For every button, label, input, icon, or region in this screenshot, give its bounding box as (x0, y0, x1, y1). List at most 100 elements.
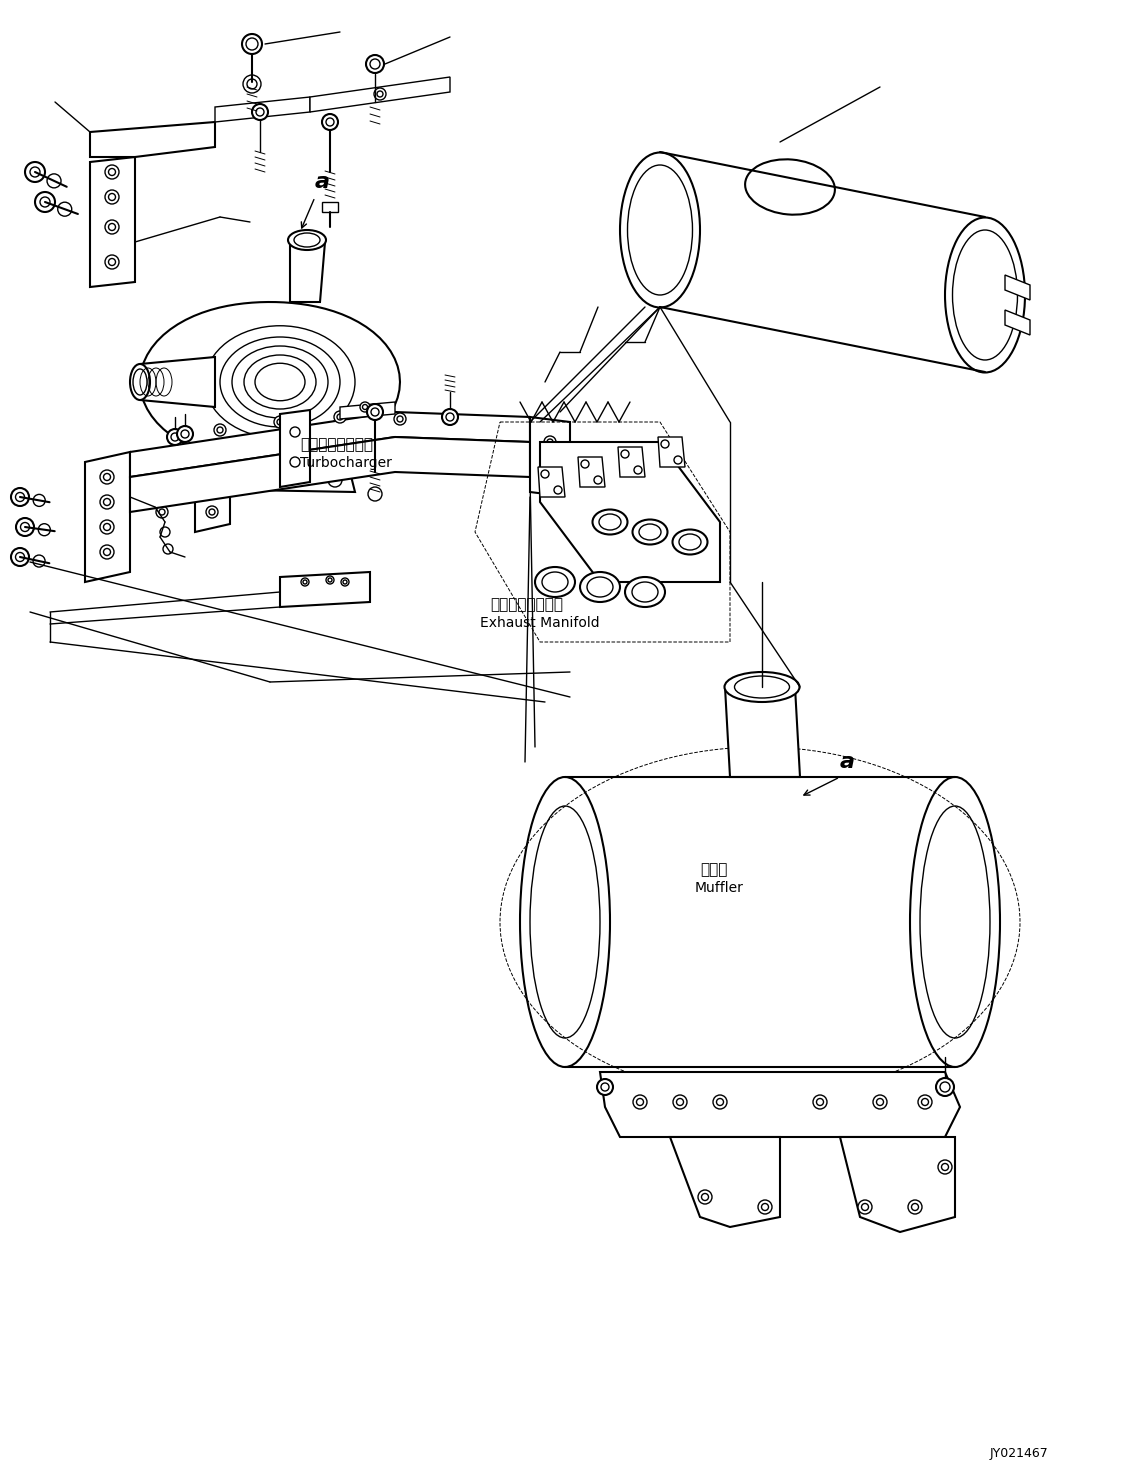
Ellipse shape (625, 576, 665, 608)
Ellipse shape (735, 676, 790, 698)
Ellipse shape (620, 153, 700, 307)
Circle shape (16, 492, 24, 501)
Circle shape (243, 76, 261, 93)
Circle shape (858, 1200, 872, 1214)
Circle shape (326, 119, 334, 126)
Polygon shape (215, 96, 310, 122)
Ellipse shape (288, 230, 326, 250)
Circle shape (290, 456, 299, 467)
Polygon shape (130, 412, 530, 477)
Circle shape (246, 39, 258, 50)
Circle shape (921, 1098, 928, 1106)
Text: JY021467: JY021467 (990, 1446, 1049, 1460)
Circle shape (942, 1163, 949, 1171)
Circle shape (21, 523, 30, 532)
Circle shape (251, 104, 267, 120)
Circle shape (248, 473, 262, 488)
Circle shape (816, 1098, 823, 1106)
Text: a: a (840, 751, 855, 772)
Circle shape (33, 495, 46, 507)
Circle shape (862, 1203, 869, 1211)
Ellipse shape (530, 806, 600, 1037)
Circle shape (547, 439, 553, 445)
Polygon shape (290, 242, 325, 302)
Circle shape (637, 1098, 644, 1106)
Text: 排気マニホールド: 排気マニホールド (490, 597, 563, 612)
Circle shape (877, 1098, 884, 1106)
Polygon shape (618, 448, 645, 477)
Circle shape (328, 578, 331, 582)
Circle shape (371, 408, 379, 416)
Circle shape (30, 167, 40, 176)
Polygon shape (840, 1137, 956, 1232)
Text: Exhaust Manifold: Exhaust Manifold (480, 617, 600, 630)
Circle shape (242, 34, 262, 53)
Circle shape (634, 465, 642, 474)
Circle shape (554, 486, 562, 494)
Ellipse shape (535, 568, 575, 597)
Circle shape (322, 114, 338, 130)
Polygon shape (578, 456, 605, 488)
Circle shape (104, 523, 111, 531)
Ellipse shape (632, 582, 658, 602)
Circle shape (159, 508, 165, 516)
Circle shape (337, 413, 343, 419)
Ellipse shape (632, 520, 668, 544)
Circle shape (621, 451, 629, 458)
Circle shape (374, 87, 386, 99)
Circle shape (633, 1095, 647, 1109)
Circle shape (698, 1190, 712, 1203)
Ellipse shape (910, 777, 1000, 1067)
Ellipse shape (725, 671, 799, 702)
Circle shape (446, 413, 454, 421)
Polygon shape (310, 77, 450, 113)
Circle shape (368, 488, 382, 501)
Ellipse shape (679, 534, 701, 550)
Polygon shape (240, 471, 355, 492)
Circle shape (813, 1095, 828, 1109)
Ellipse shape (599, 514, 621, 531)
Circle shape (109, 194, 115, 200)
Circle shape (377, 90, 383, 96)
Circle shape (938, 1160, 952, 1174)
Ellipse shape (294, 233, 320, 247)
Circle shape (105, 255, 119, 270)
Polygon shape (670, 1137, 780, 1227)
Ellipse shape (542, 572, 568, 591)
Ellipse shape (639, 525, 661, 539)
Ellipse shape (945, 218, 1025, 372)
Circle shape (594, 476, 602, 485)
Ellipse shape (588, 576, 613, 597)
Polygon shape (600, 1071, 960, 1137)
Circle shape (367, 405, 383, 419)
Circle shape (661, 440, 669, 448)
Text: Muffler: Muffler (695, 880, 744, 895)
Ellipse shape (580, 572, 620, 602)
Circle shape (99, 470, 114, 485)
Polygon shape (539, 442, 720, 582)
Text: a: a (315, 172, 330, 193)
Circle shape (109, 169, 115, 175)
Circle shape (256, 108, 264, 116)
Circle shape (544, 436, 555, 448)
Ellipse shape (205, 326, 355, 439)
Polygon shape (130, 437, 530, 511)
Ellipse shape (219, 336, 339, 427)
Circle shape (873, 1095, 887, 1109)
Circle shape (673, 1095, 687, 1109)
Polygon shape (90, 157, 135, 288)
Circle shape (155, 505, 168, 519)
Circle shape (761, 1203, 768, 1211)
Circle shape (601, 1083, 609, 1091)
Circle shape (105, 219, 119, 234)
Circle shape (247, 79, 257, 89)
Circle shape (674, 456, 682, 464)
Circle shape (301, 578, 309, 585)
Circle shape (541, 470, 549, 479)
Circle shape (597, 1079, 613, 1095)
Circle shape (217, 427, 223, 433)
Circle shape (394, 413, 406, 425)
Ellipse shape (130, 365, 150, 400)
Polygon shape (1005, 276, 1030, 299)
Circle shape (362, 405, 368, 409)
